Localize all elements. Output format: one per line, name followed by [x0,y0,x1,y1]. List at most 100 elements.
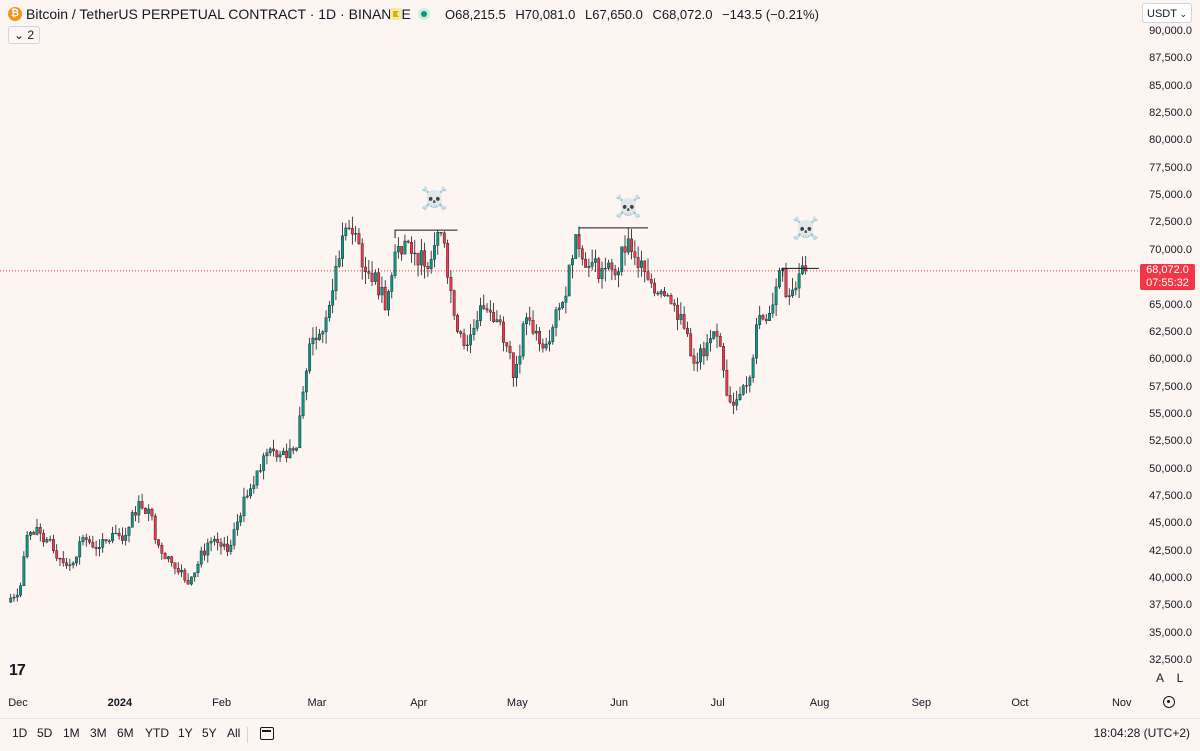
candle-body [416,252,420,266]
tradingview-logo[interactable]: 17 [9,662,26,679]
candle-body [695,361,699,364]
candle-body [472,328,476,335]
candle-body [318,333,321,340]
settings-gear-icon[interactable] [1163,696,1175,708]
time-tick-label: Jun [610,697,629,709]
candle-body [433,245,436,260]
candle-body [538,331,542,345]
candle-body [649,279,653,284]
candle-body [373,272,377,282]
range-button-3m[interactable]: 3M [90,726,107,740]
candle-body [396,246,400,253]
range-button-1y[interactable]: 1Y [178,726,193,740]
price-chart[interactable] [0,0,1138,690]
candle-body [65,562,68,566]
candle-body [121,535,124,541]
candle-body [341,235,344,259]
price-axis[interactable]: 90,000.0 87,500.0 85,000.0 82,500.0 80,000.0… [1138,25,1200,688]
change-value: −143.5 (−0.21%) [722,7,819,22]
candle-body [465,344,469,346]
resistance-line[interactable] [782,267,819,277]
skull-icon[interactable]: ☠️ [791,216,820,241]
range-button-1m[interactable]: 1M [63,726,80,740]
time-axis[interactable]: Dec 2024 Feb Mar Apr May Jun Jul Aug Sep Oct Nov [0,690,1138,718]
range-button-6m[interactable]: 6M [117,726,134,740]
range-button-all[interactable]: All [227,726,241,740]
skull-icon[interactable]: ☠️ [420,186,449,211]
candle-body [607,262,610,269]
candle-body [728,395,732,403]
candle-body [571,258,574,266]
candle-body [327,305,331,318]
flag-icon[interactable] [390,8,402,20]
calendar-icon[interactable] [260,727,274,740]
range-button-ytd[interactable]: YTD [145,726,169,740]
candle-body [679,314,683,320]
collapse-indicators-button[interactable]: ⌄ 2 [8,26,41,44]
candle-body [475,320,479,329]
currency-select[interactable]: USDT ⌄ [1142,3,1192,23]
toolbar-divider [247,727,248,743]
candle-body [127,527,131,536]
resistance-line[interactable] [578,227,649,236]
candle-body [180,569,183,573]
candle-body [567,264,571,297]
candle-body [285,450,289,458]
candle-body [226,543,229,552]
candle-body [354,233,358,235]
market-status-icon[interactable] [418,8,430,20]
candle-body [544,343,548,349]
candle-body [301,391,305,417]
candle-body [173,562,177,569]
price-tick-label: 85,000.0 [1149,79,1192,92]
bottom-toolbar: 18:04:28 (UTC+2) 1D 5D 1M 3M 6M YTD 1Y 5Y All [0,718,1200,751]
candle-body [364,266,367,272]
resistance-line[interactable] [394,229,458,239]
price-tick-label: 82,500.0 [1149,107,1192,120]
candle-body [94,546,98,549]
candle-body [157,539,160,546]
candle-body [298,415,302,449]
auto-scale-button[interactable]: A [1155,671,1164,685]
bitcoin-icon: ₿ [8,7,22,21]
chevron-down-icon: ⌄ [1179,9,1187,19]
low-value: 67,650.0 [592,7,643,22]
candle-body [682,314,686,329]
candle-body [229,544,233,552]
price-tick-label: 40,000.0 [1149,572,1192,584]
candle-countdown: 07:55:32 [1146,277,1189,289]
candle-body [406,240,410,243]
low-label: L [584,7,593,22]
candle-body [594,258,597,263]
candle-body [442,232,446,244]
candle-body [511,352,515,378]
range-button-5d[interactable]: 5D [37,726,53,740]
log-scale-button[interactable]: L [1176,671,1184,685]
range-button-5y[interactable]: 5Y [202,726,217,740]
candle-body [199,550,203,565]
high-label: H [515,7,525,22]
price-tick-label: 57,500.0 [1149,380,1192,393]
candle-body [9,597,13,603]
range-button-1d[interactable]: 1D [12,726,28,740]
candle-body [321,331,325,335]
price-tick-label: 52,500.0 [1149,435,1192,448]
candle-body [600,268,604,279]
clock[interactable]: 18:04:28 (UTC+2) [1093,726,1190,740]
price-tick-label: 45,000.0 [1149,517,1192,530]
candle-body [689,333,693,357]
candle-body [732,401,735,406]
candle-body [255,470,259,486]
candle-body [101,539,105,548]
candle-body [787,295,791,297]
candle-body [196,563,200,573]
symbol-title[interactable]: Bitcoin / TetherUS PERPETUAL CONTRACT · … [26,6,411,22]
price-tick-label: 77,500.0 [1149,161,1192,174]
skull-icon[interactable]: ☠️ [614,194,642,219]
candle-body [735,399,739,406]
candle-body [745,385,748,387]
candle-body [387,291,390,311]
time-tick-label: Oct [1011,697,1029,709]
candle-body [502,321,505,343]
candle-body [574,234,578,259]
